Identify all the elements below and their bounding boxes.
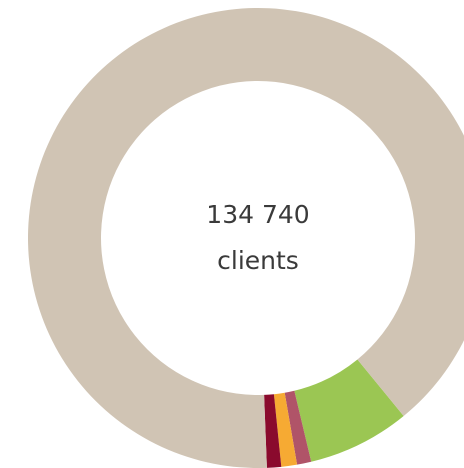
donut-slice bbox=[264, 394, 282, 468]
donut-slice bbox=[273, 392, 298, 467]
donut-slice bbox=[294, 359, 404, 462]
donut-slice bbox=[28, 8, 464, 468]
center-label: clients bbox=[217, 246, 299, 275]
donut bbox=[28, 8, 464, 468]
center-value: 134 740 bbox=[206, 200, 309, 229]
donut-slice bbox=[284, 390, 312, 465]
